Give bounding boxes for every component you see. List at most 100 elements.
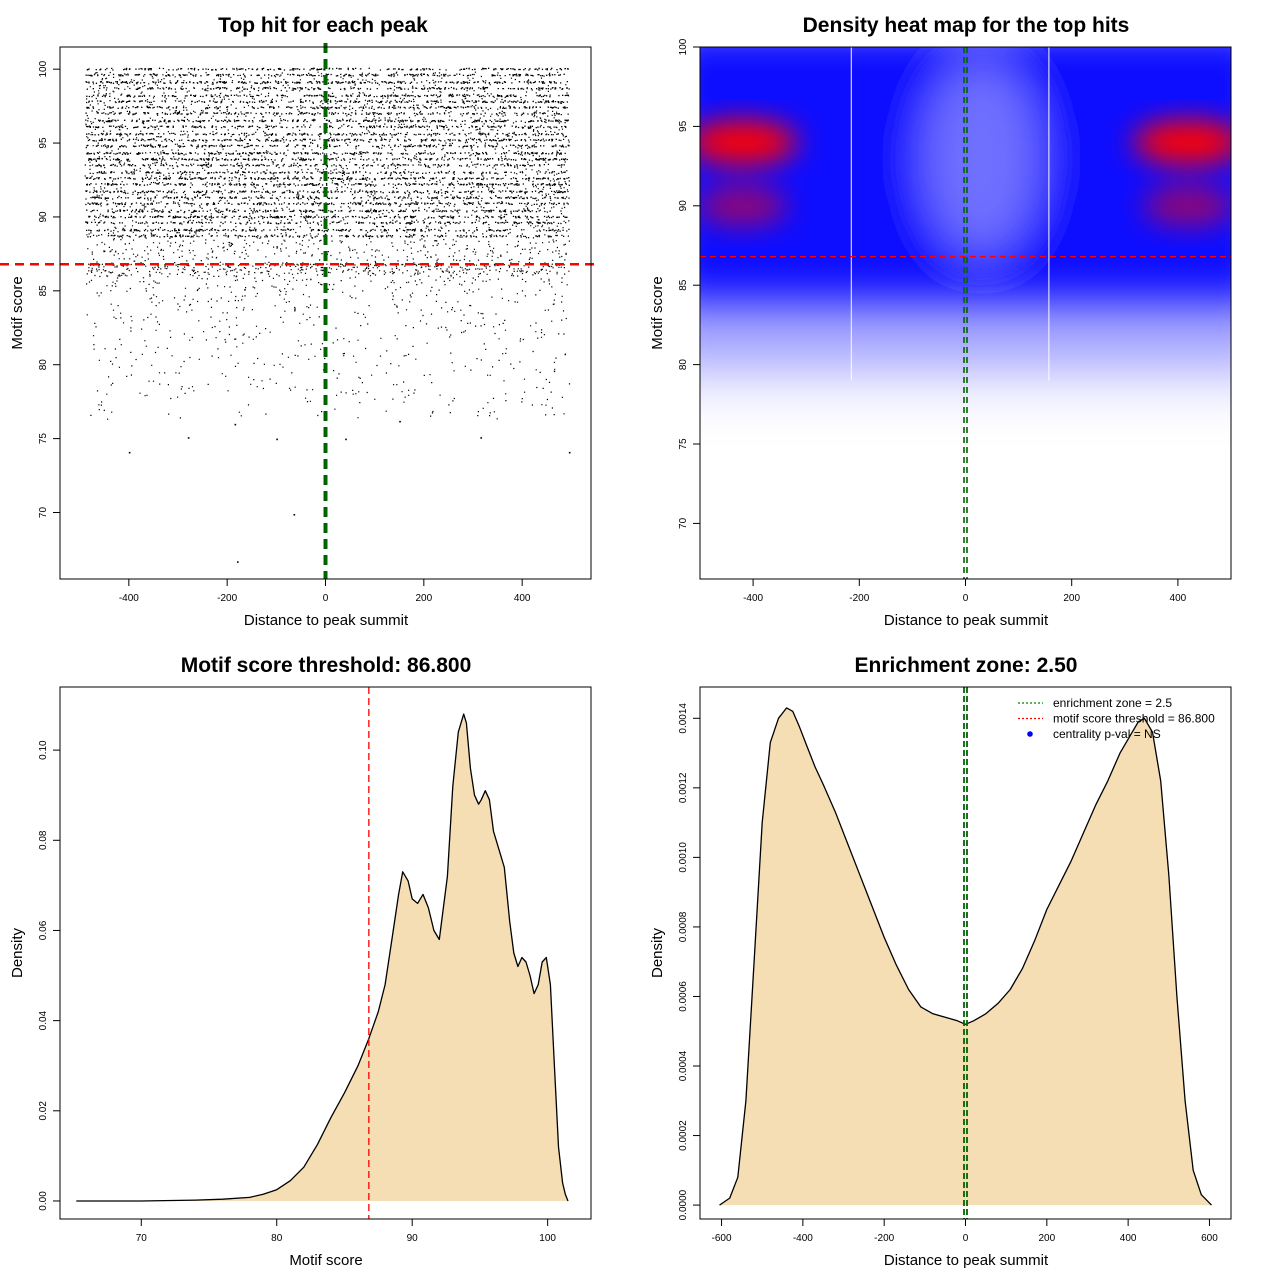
heatmap-reference-lines xyxy=(700,47,1231,579)
heatmap-blue-layer xyxy=(700,47,1231,405)
scatter-points xyxy=(84,67,571,563)
score-density-y-axis-label: Density xyxy=(9,927,26,978)
score-band-points xyxy=(86,94,570,98)
distance-density-curve xyxy=(719,707,1212,1206)
heatmap-center-light xyxy=(926,63,1037,254)
score-density-y-tick-label: 0.10 xyxy=(38,740,49,760)
heatmap-title: Density heat map for the top hits xyxy=(803,14,1130,37)
heatmap-x-tick-label: -400 xyxy=(743,593,763,604)
score-density-x-tick-label: 80 xyxy=(271,1233,283,1244)
distance-density-x-tick-label: 600 xyxy=(1201,1233,1218,1244)
distance-density-y-axis-label: Density xyxy=(649,927,666,978)
scatter-x-tick-label: -200 xyxy=(217,593,237,604)
heatmap-density xyxy=(700,47,1231,579)
scatter-outlier-point xyxy=(187,437,190,439)
score-band-points xyxy=(86,67,569,71)
distance-density-x-tick-label: 400 xyxy=(1120,1233,1137,1244)
score-density-axes: 70 80 90 100 0.00 0.02 0.04 0.06 0.08 0.10 xyxy=(38,740,556,1244)
scatter-outlier-point xyxy=(480,437,482,439)
distance-density-x-tick-label: 200 xyxy=(1038,1233,1055,1244)
score-band-points xyxy=(84,163,565,167)
scatter-y-tick-label: 80 xyxy=(38,359,49,371)
heatmap-hotspot xyxy=(1133,120,1231,165)
score-band-points xyxy=(86,182,570,186)
scatter-axes: -400 -200 0 200 400 70 75 80 85 90 95 100 xyxy=(38,60,531,604)
heatmap-hot-layer xyxy=(700,120,1231,226)
legend-label: enrichment zone = 2.5 xyxy=(1053,696,1172,710)
score-density-y-tick-label: 0.08 xyxy=(38,830,49,850)
heatmap-tail-band xyxy=(700,356,1231,405)
distance-density-y-tick-label: 0.0006 xyxy=(678,981,689,1012)
score-band-points xyxy=(90,196,570,200)
heatmap-hotspot xyxy=(700,120,798,165)
scatter-outlier-point xyxy=(568,451,571,454)
score-density-title: Motif score threshold: 86.800 xyxy=(181,654,472,677)
heatmap-y-tick-label: 100 xyxy=(678,38,689,55)
score-band-points xyxy=(88,215,568,219)
distance-density-x-tick-label: -200 xyxy=(874,1233,894,1244)
distance-density-x-tick-label: -600 xyxy=(712,1233,732,1244)
panel-score-density: Motif score threshold: 86.800 70 80 90 100 0… xyxy=(9,654,592,1269)
heatmap-y-tick-label: 90 xyxy=(678,200,689,212)
distance-density-y-tick-label: 0.0000 xyxy=(678,1189,689,1220)
score-band-points xyxy=(87,138,570,142)
score-density-x-axis-label: Motif score xyxy=(289,1252,362,1269)
heatmap-hotspot xyxy=(700,185,788,226)
score-band-points xyxy=(87,234,565,238)
scatter-x-tick-label: -400 xyxy=(119,593,139,604)
distance-density-y-tick-label: 0.0012 xyxy=(678,772,689,803)
score-band-points xyxy=(86,209,562,213)
scatter-y-tick-label: 95 xyxy=(38,137,49,149)
distance-density-axes: -600 -400 -200 0 200 400 600 0.0000 0.0002 0.0004… xyxy=(678,703,1218,1244)
score-band-points xyxy=(85,176,570,181)
score-density-y-tick-label: 0.04 xyxy=(38,1010,49,1030)
scatter-x-axis-label: Distance to peak summit xyxy=(244,612,409,629)
score-band-points xyxy=(86,144,570,148)
distance-density-y-tick-label: 0.0008 xyxy=(678,911,689,942)
panel-heatmap: Density heat map for the top hits -400 -2… xyxy=(649,14,1232,629)
heatmap-y-tick-label: 85 xyxy=(678,279,689,291)
heatmap-x-tick-label: 400 xyxy=(1170,593,1187,604)
scatter-title: Top hit for each peak xyxy=(218,14,428,37)
score-density-line xyxy=(76,713,569,1202)
score-band-points xyxy=(86,125,567,129)
score-density-x-tick-label: 70 xyxy=(136,1233,148,1244)
distance-density-y-tick-label: 0.0004 xyxy=(678,1050,689,1081)
heatmap-x-tick-label: -200 xyxy=(849,593,869,604)
legend-point-symbol xyxy=(1027,731,1033,737)
distance-density-x-axis-label: Distance to peak summit xyxy=(884,1252,1049,1269)
scatter-y-tick-label: 75 xyxy=(38,433,49,445)
score-band-points xyxy=(85,73,565,77)
scatter-y-axis-label: Motif score xyxy=(9,276,26,349)
score-band-points xyxy=(89,171,566,175)
scatter-x-tick-label: 0 xyxy=(323,593,329,604)
distance-density-x-tick-label: -400 xyxy=(793,1233,813,1244)
scatter-x-tick-label: 400 xyxy=(514,593,531,604)
scatter-outlier-point xyxy=(234,423,237,426)
heatmap-y-tick-label: 95 xyxy=(678,120,689,132)
scatter-y-tick-label: 90 xyxy=(38,211,49,223)
scatter-outlier-point xyxy=(345,438,347,441)
scatter-y-tick-label: 70 xyxy=(38,507,49,519)
score-density-y-tick-label: 0.02 xyxy=(38,1101,49,1121)
panel-scatter: Top hit for each peak -400 -200 0 200 400 70 7… xyxy=(0,14,595,629)
heatmap-x-tick-label: 0 xyxy=(963,593,969,604)
score-density-y-tick-label: 0.06 xyxy=(38,920,49,940)
distance-density-line xyxy=(719,707,1212,1206)
heatmap-y-tick-label: 80 xyxy=(678,359,689,371)
heatmap-hotspot xyxy=(1143,185,1231,226)
scatter-y-tick-label: 100 xyxy=(38,60,49,77)
panel-distance-density: Enrichment zone: 2.50 -600 -400 -200 0 200 40… xyxy=(649,654,1232,1269)
scatter-outlier-point xyxy=(399,420,401,423)
distance-density-title: Enrichment zone: 2.50 xyxy=(855,654,1078,677)
heatmap-y-tick-label: 75 xyxy=(678,438,689,450)
heatmap-fade-band xyxy=(700,269,1231,365)
score-band-points xyxy=(86,151,566,155)
score-band-points xyxy=(85,111,569,116)
heatmap-x-tick-label: 200 xyxy=(1063,593,1080,604)
score-density-x-tick-label: 90 xyxy=(407,1233,419,1244)
distance-density-y-tick-label: 0.0010 xyxy=(678,842,689,873)
score-band-points xyxy=(86,132,564,136)
score-density-curve xyxy=(76,713,569,1202)
